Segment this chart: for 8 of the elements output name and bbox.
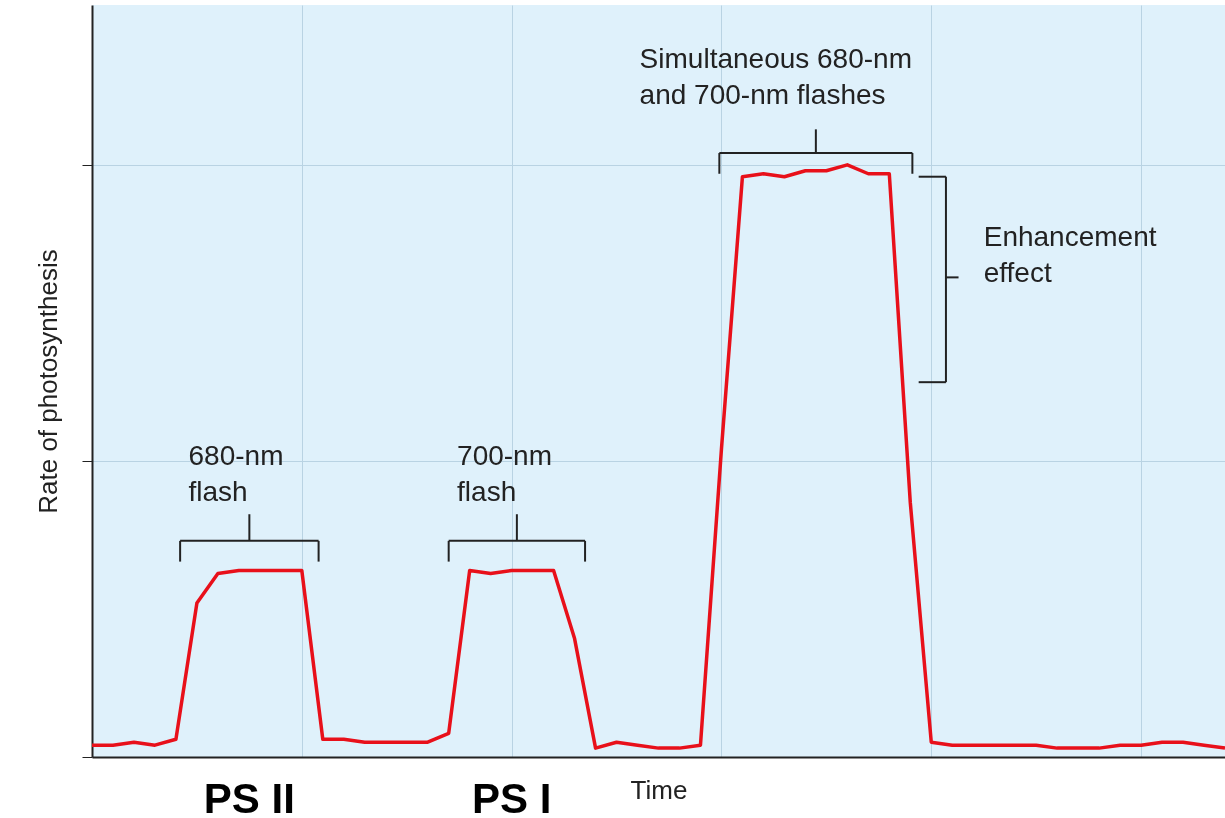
annotation: 700-nm flash: [457, 440, 553, 508]
text: Simultaneous 680-nm and 700-nm flashes: [639, 43, 912, 111]
y-axis-title: Rate of photosynthesis: [33, 249, 63, 514]
annotation: Enhancement effect: [983, 221, 1157, 289]
text: PS II: [203, 775, 295, 818]
annotation: 680-nm flash: [188, 440, 284, 508]
text: PS I: [471, 775, 552, 818]
x-axis-title: Time: [630, 774, 688, 805]
